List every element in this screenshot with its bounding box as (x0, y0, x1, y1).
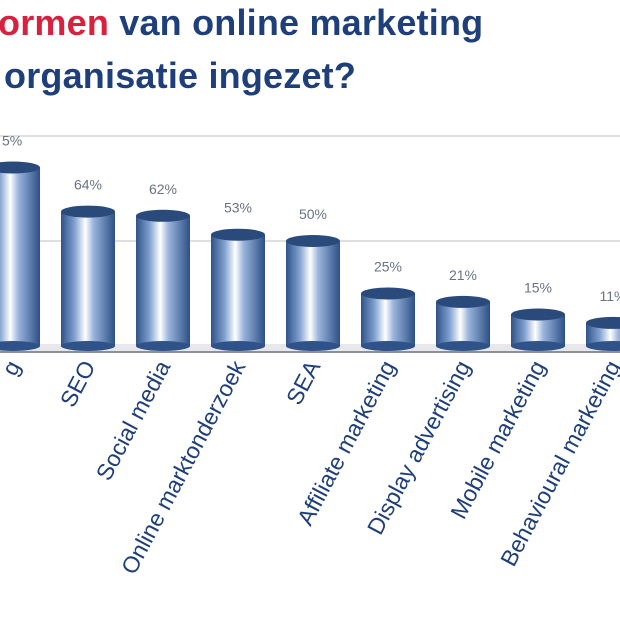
category-label: SEO (55, 356, 101, 411)
bar-base (61, 341, 115, 351)
chart-title-line1: ormen van online marketing (0, 2, 483, 44)
data-label: 21% (449, 267, 477, 283)
bar (136, 215, 190, 346)
bar-base (211, 341, 265, 351)
data-label: 15% (524, 280, 552, 296)
bar-base (511, 341, 565, 351)
data-label: 64% (74, 177, 102, 193)
category-label: Social media (91, 356, 176, 485)
bar (436, 301, 490, 346)
bar (61, 211, 115, 346)
bar-top (136, 209, 190, 222)
bar-base (0, 341, 40, 351)
bar (286, 241, 340, 346)
data-label: 53% (224, 200, 252, 216)
bar-base (136, 341, 190, 351)
bar-top (361, 287, 415, 300)
bar-base (286, 341, 340, 351)
data-label: 5% (2, 133, 22, 149)
bar (0, 167, 40, 346)
bar-base (361, 341, 415, 351)
bar-top (211, 228, 265, 241)
category-label: SEA (281, 356, 326, 409)
title-highlight: ormen (0, 2, 110, 43)
bar-top (586, 316, 620, 329)
bar (211, 234, 265, 346)
bar-base (586, 341, 620, 351)
data-label: 11% (600, 288, 620, 304)
bar-top (511, 308, 565, 321)
data-label: 50% (299, 206, 327, 222)
data-label: 25% (374, 259, 402, 275)
bar-top (0, 161, 40, 174)
data-label: 62% (149, 181, 177, 197)
bar-top (61, 205, 115, 218)
category-label: g (0, 356, 25, 380)
bar-top (436, 295, 490, 308)
bar (361, 293, 415, 346)
chart-title-line2: organisatie ingezet? (4, 55, 357, 96)
bar-base (436, 341, 490, 351)
title-rest: van online marketing (109, 2, 484, 43)
bar-top (286, 235, 340, 247)
